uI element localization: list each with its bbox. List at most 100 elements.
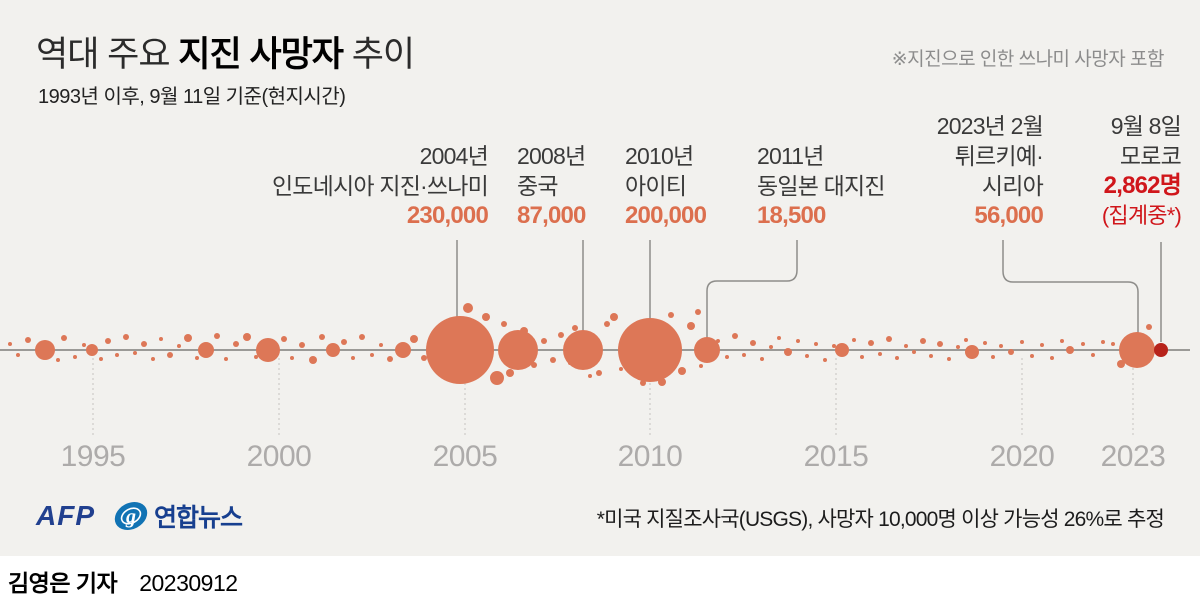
decorative-bubble	[73, 355, 77, 359]
decorative-bubble	[658, 378, 666, 386]
decorative-bubble	[912, 350, 916, 354]
annotation-place: 튀르키예· 시리아	[954, 143, 1044, 199]
annotation-year: 2004년	[419, 143, 489, 169]
decorative-bubble	[141, 341, 147, 347]
decorative-bubble	[379, 343, 383, 347]
decorative-bubble	[558, 332, 564, 338]
year-label: 2010	[617, 440, 683, 473]
decorative-bubble	[531, 362, 537, 368]
reporter-name: 김영은 기자	[8, 570, 118, 596]
decorative-bubble	[640, 380, 646, 386]
annotation-2023-morocco: 9월 8일 모로코 2,862명 (집계중*)	[1101, 111, 1182, 231]
decorative-bubble	[814, 342, 818, 346]
decorative-bubble	[1060, 339, 1064, 343]
decorative-bubble	[1117, 360, 1125, 368]
decorative-bubble	[878, 352, 882, 356]
decorative-bubble	[610, 313, 618, 321]
decorative-bubble	[123, 334, 129, 340]
decorative-bubble	[695, 309, 701, 315]
decorative-bubble	[835, 343, 849, 357]
page-title: 역대 주요 지진 사망자 추이	[36, 26, 415, 77]
usgs-footnote: *미국 지질조사국(USGS), 사망자 10,000명 이상 가능성 26%로…	[596, 508, 1165, 531]
byline: 김영은 기자 20230912	[8, 564, 238, 598]
decorative-bubble	[256, 338, 280, 362]
leader-line-2023feb	[1002, 240, 1139, 333]
decorative-bubble	[550, 357, 556, 363]
decorative-bubble	[687, 322, 695, 330]
decorative-bubble	[964, 338, 968, 342]
event-bubble	[618, 318, 682, 382]
decorative-bubble	[999, 344, 1003, 348]
annotation-place: 모로코	[1119, 143, 1182, 169]
year-label: 2023	[1100, 440, 1166, 473]
annotation-place: 아이티	[625, 173, 687, 199]
decorative-bubble	[8, 342, 12, 346]
decorative-bubble	[1050, 356, 1054, 360]
decorative-bubble	[742, 353, 746, 357]
decorative-bubble	[937, 341, 943, 347]
yonhap-emblem-icon: g	[114, 502, 148, 530]
decorative-bubble	[370, 353, 374, 357]
year-label: 2005	[432, 440, 498, 473]
decorative-bubble	[501, 321, 507, 327]
decorative-bubble	[929, 354, 933, 358]
decorative-bubble	[82, 343, 86, 347]
decorative-bubble	[224, 357, 228, 361]
yonhap-logo: g 연합뉴스	[112, 496, 243, 536]
decorative-bubble	[214, 333, 220, 339]
decorative-bubble	[254, 355, 258, 359]
decorative-bubble	[326, 343, 340, 357]
decorative-bubble	[732, 333, 738, 339]
decorative-bubble	[1146, 324, 1152, 330]
decorative-bubble	[868, 340, 874, 346]
year-label: 2020	[989, 440, 1055, 473]
annotation-year: 2008년	[517, 143, 586, 169]
decorative-bubble	[351, 356, 355, 360]
decorative-bubble	[596, 370, 602, 376]
decorative-bubble	[619, 367, 623, 371]
decorative-bubble	[1066, 346, 1074, 354]
decorative-bubble	[760, 357, 764, 361]
decorative-bubble	[159, 337, 163, 341]
decorative-bubble	[341, 339, 347, 345]
decorative-bubble	[699, 364, 703, 368]
decorative-bubble	[184, 334, 192, 342]
decorative-bubble	[233, 341, 239, 347]
annotation-place: 인도네시아 지진·쓰나미	[271, 173, 489, 199]
decorative-bubble	[668, 312, 674, 318]
event-bubble	[563, 330, 603, 370]
annotation-2011-japan: 2011년 동일본 대지진 18,500	[757, 141, 886, 231]
decorative-bubble	[1020, 340, 1024, 344]
decorative-bubble	[750, 340, 756, 346]
decorative-bubble	[290, 356, 294, 360]
decorative-bubble	[1008, 349, 1014, 355]
byline-strip: 김영은 기자 20230912	[0, 556, 1200, 608]
decorative-bubble	[395, 342, 411, 358]
title-part-light1: 역대 주요	[36, 35, 179, 74]
decorative-bubble	[725, 355, 729, 359]
annotation-deaths: 56,000	[974, 202, 1043, 229]
svg-text:g: g	[125, 506, 136, 528]
afp-logo: AFP	[36, 500, 95, 531]
decorative-bubble	[482, 313, 490, 321]
decorative-bubble	[61, 335, 67, 341]
decorative-bubble	[1081, 342, 1085, 346]
decorative-bubble	[920, 338, 926, 344]
decorative-bubble	[319, 334, 325, 340]
annotation-year: 2023년 2월	[936, 113, 1044, 139]
annotation-place: 중국	[517, 173, 559, 199]
decorative-bubble	[1101, 340, 1105, 344]
annotation-deaths: 200,000	[625, 202, 707, 229]
annotation-2010-haiti: 2010년 아이티 200,000	[625, 141, 707, 231]
decorative-bubble	[506, 369, 514, 377]
decorative-bubble	[410, 335, 418, 343]
decorative-bubble	[16, 353, 20, 357]
decorative-bubble	[490, 371, 504, 385]
decorative-bubble	[198, 342, 214, 358]
year-label: 2000	[246, 440, 312, 473]
decorative-bubble	[956, 345, 960, 349]
decorative-bubble	[359, 334, 365, 340]
decorative-bubble	[823, 358, 827, 362]
annotation-status: (집계중*)	[1101, 203, 1182, 228]
annotation-2008-china: 2008년 중국 87,000	[517, 141, 586, 231]
